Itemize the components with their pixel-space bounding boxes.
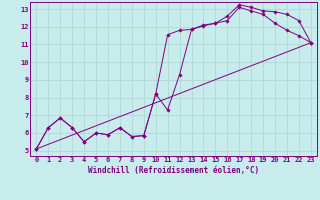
X-axis label: Windchill (Refroidissement éolien,°C): Windchill (Refroidissement éolien,°C) — [88, 166, 259, 175]
